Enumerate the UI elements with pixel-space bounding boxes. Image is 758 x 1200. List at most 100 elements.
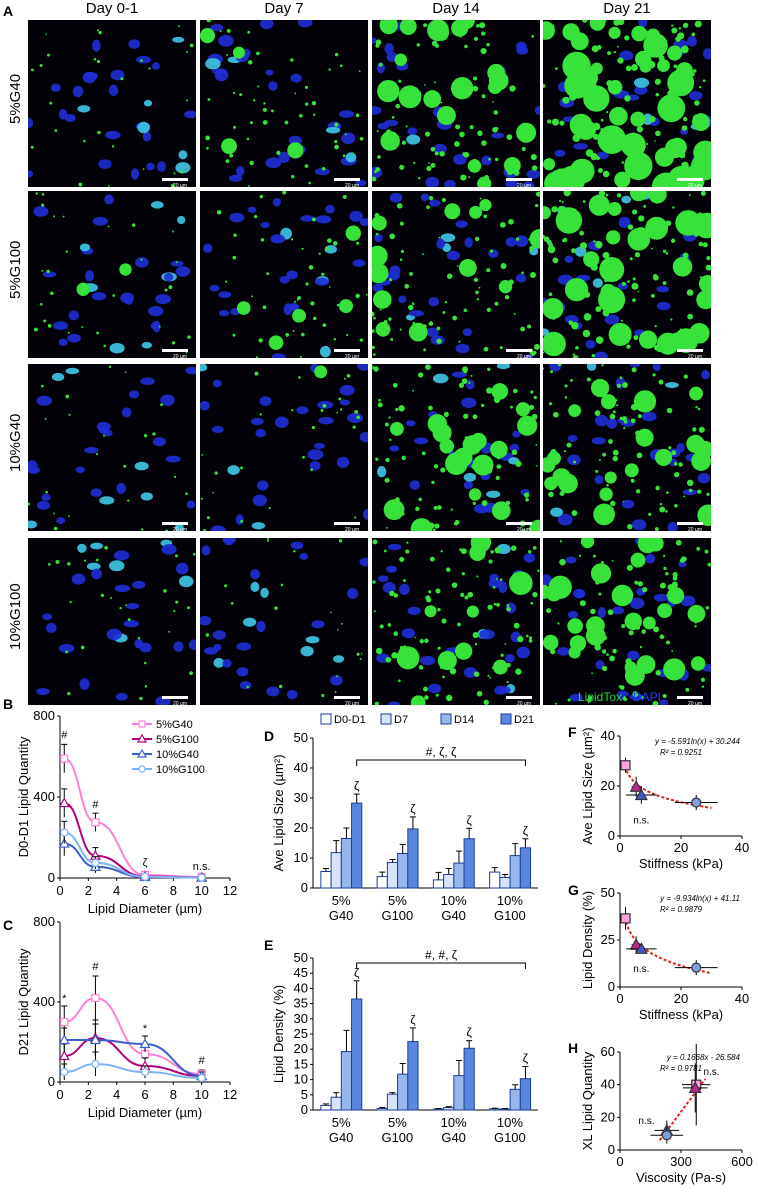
legend-swatch bbox=[320, 713, 332, 725]
bar-D21 bbox=[351, 802, 363, 889]
legend-label-D21: D21 bbox=[514, 714, 534, 726]
column-header-2: Day 14 bbox=[432, 0, 480, 17]
bar-D21 bbox=[463, 838, 475, 889]
micrograph-image bbox=[36, 539, 196, 705]
y-tick-label: 40 bbox=[294, 980, 308, 995]
significance-mark: ζ bbox=[143, 857, 148, 869]
data-point-10%G100 bbox=[140, 872, 150, 881]
panel-label-c: C bbox=[3, 917, 14, 933]
micrograph-10%G40-Day-0-1: 20 µm bbox=[28, 364, 196, 531]
bar-D7 bbox=[386, 1093, 399, 1111]
significance-mark: * bbox=[62, 993, 67, 1005]
micrograph-image bbox=[28, 25, 196, 187]
scale-bar-label: 20 µm bbox=[688, 354, 702, 358]
legend-marker bbox=[138, 720, 146, 728]
y-tick-label: 30 bbox=[294, 790, 308, 805]
bar-significance: ζ bbox=[523, 1052, 529, 1066]
significance-mark: n.s. bbox=[633, 964, 649, 975]
y-tick-label: 20 bbox=[601, 778, 615, 793]
y-axis-title: Ave Lipid Size (µm²) bbox=[580, 727, 595, 844]
bar-D0-D1 bbox=[320, 871, 332, 889]
data-point-5%G40 bbox=[60, 754, 69, 763]
trend-equation: y = -5.591ln(x) + 30.244 bbox=[654, 737, 740, 746]
data-point-10%G40 bbox=[89, 1034, 101, 1045]
bar-D14 bbox=[340, 1051, 353, 1111]
data-point-5%G40 bbox=[91, 818, 100, 827]
category-label: G100 bbox=[494, 908, 526, 923]
y-axis-title: Lipid Density (%) bbox=[271, 985, 286, 1083]
x-tick-label: 40 bbox=[735, 991, 749, 1006]
micrograph-image bbox=[28, 365, 196, 531]
category-label: 5% bbox=[332, 893, 351, 908]
y-tick-label: 50 bbox=[294, 950, 308, 965]
category-label: G40 bbox=[329, 908, 354, 923]
y-tick-label: 10 bbox=[294, 850, 308, 865]
data-point-10%G40 bbox=[58, 1034, 70, 1045]
bar-D21 bbox=[407, 1041, 419, 1111]
micrograph-image bbox=[543, 191, 711, 358]
y-tick-label: 45 bbox=[294, 965, 308, 980]
panel-label-b: B bbox=[3, 696, 14, 712]
category-label: 10% bbox=[441, 1115, 467, 1130]
scale-bar-label: 20 µm bbox=[688, 183, 702, 187]
micrograph-5%G100-Day-21: 20 µm bbox=[543, 191, 711, 358]
data-point bbox=[691, 962, 702, 973]
bar-D0-D1 bbox=[432, 879, 445, 889]
category-label: 5% bbox=[388, 1115, 407, 1130]
legend-swatch bbox=[380, 713, 392, 725]
micrograph-image bbox=[543, 364, 711, 531]
scale-bar bbox=[677, 178, 703, 181]
chart-G: 0 25 50 0 20 40 Stiffness (kPa) Lipid Density (… bbox=[580, 885, 749, 1022]
trend-equation: y = 0.1668x - 26.584 bbox=[666, 1053, 741, 1062]
micrograph-5%G40-Day-0-1: 20 µm bbox=[28, 20, 196, 187]
micrograph-5%G40-Day-21: 20 µm bbox=[543, 20, 711, 187]
bar-D0-D1 bbox=[376, 876, 388, 889]
bar-D14 bbox=[453, 1075, 465, 1111]
legend-label-10%G40: 10%G40 bbox=[156, 749, 199, 761]
series-line-5%G100 bbox=[63, 802, 202, 879]
x-tick-label: 0 bbox=[56, 883, 63, 898]
data-point-10%G100 bbox=[197, 873, 206, 882]
x-axis-title: Stiffness (kPa) bbox=[639, 1007, 723, 1022]
category-label: 10% bbox=[441, 893, 467, 908]
micrograph-image bbox=[33, 192, 191, 354]
scale-bar bbox=[506, 178, 532, 181]
series-line-5%G40 bbox=[63, 757, 202, 878]
micrograph-5%G100-Day-14: 20 µm bbox=[372, 191, 540, 358]
bar-D0-D1 bbox=[489, 871, 501, 889]
y-tick-label: 60 bbox=[601, 1044, 615, 1059]
column-header-0: Day 0-1 bbox=[85, 0, 139, 17]
data-point bbox=[620, 760, 631, 771]
x-tick-label: 40 bbox=[735, 840, 749, 855]
micrograph-10%G100-Day-7: 20 µm bbox=[200, 538, 368, 705]
scale-bar-label: 20 µm bbox=[688, 701, 702, 705]
bar-D21 bbox=[407, 828, 419, 889]
micrograph-image bbox=[372, 191, 540, 358]
column-header-3: Day 21 bbox=[603, 0, 651, 17]
y-tick-label: 20 bbox=[294, 1041, 308, 1056]
micrograph-image bbox=[200, 20, 367, 187]
category-label: G100 bbox=[381, 908, 413, 923]
y-tick-label: 15 bbox=[294, 1056, 308, 1071]
significance-mark: n.s. bbox=[193, 861, 211, 873]
micrograph-image bbox=[543, 20, 711, 187]
y-tick-label: 40 bbox=[294, 760, 308, 775]
x-tick-label: 2 bbox=[85, 1087, 92, 1102]
category-label: 5% bbox=[388, 893, 407, 908]
y-tick-label: 30 bbox=[294, 1011, 308, 1026]
scale-bar bbox=[334, 696, 360, 699]
x-tick-label: 0 bbox=[616, 1154, 623, 1169]
bar-significance: ζ bbox=[410, 802, 416, 816]
x-tick-label: 20 bbox=[674, 840, 688, 855]
bar-D7 bbox=[386, 862, 399, 889]
stain-legend-dapi: DAPI bbox=[632, 690, 661, 704]
significance-mark: # bbox=[61, 729, 68, 741]
legend-label-5%G100: 5%G100 bbox=[156, 734, 199, 746]
scale-bar-label: 20 µm bbox=[173, 183, 187, 187]
legend-marker bbox=[136, 733, 148, 743]
data-point-5%G40 bbox=[91, 993, 100, 1003]
x-axis-title: Lipid Diameter (µm) bbox=[88, 1105, 202, 1120]
x-tick-label: 0 bbox=[616, 991, 623, 1006]
